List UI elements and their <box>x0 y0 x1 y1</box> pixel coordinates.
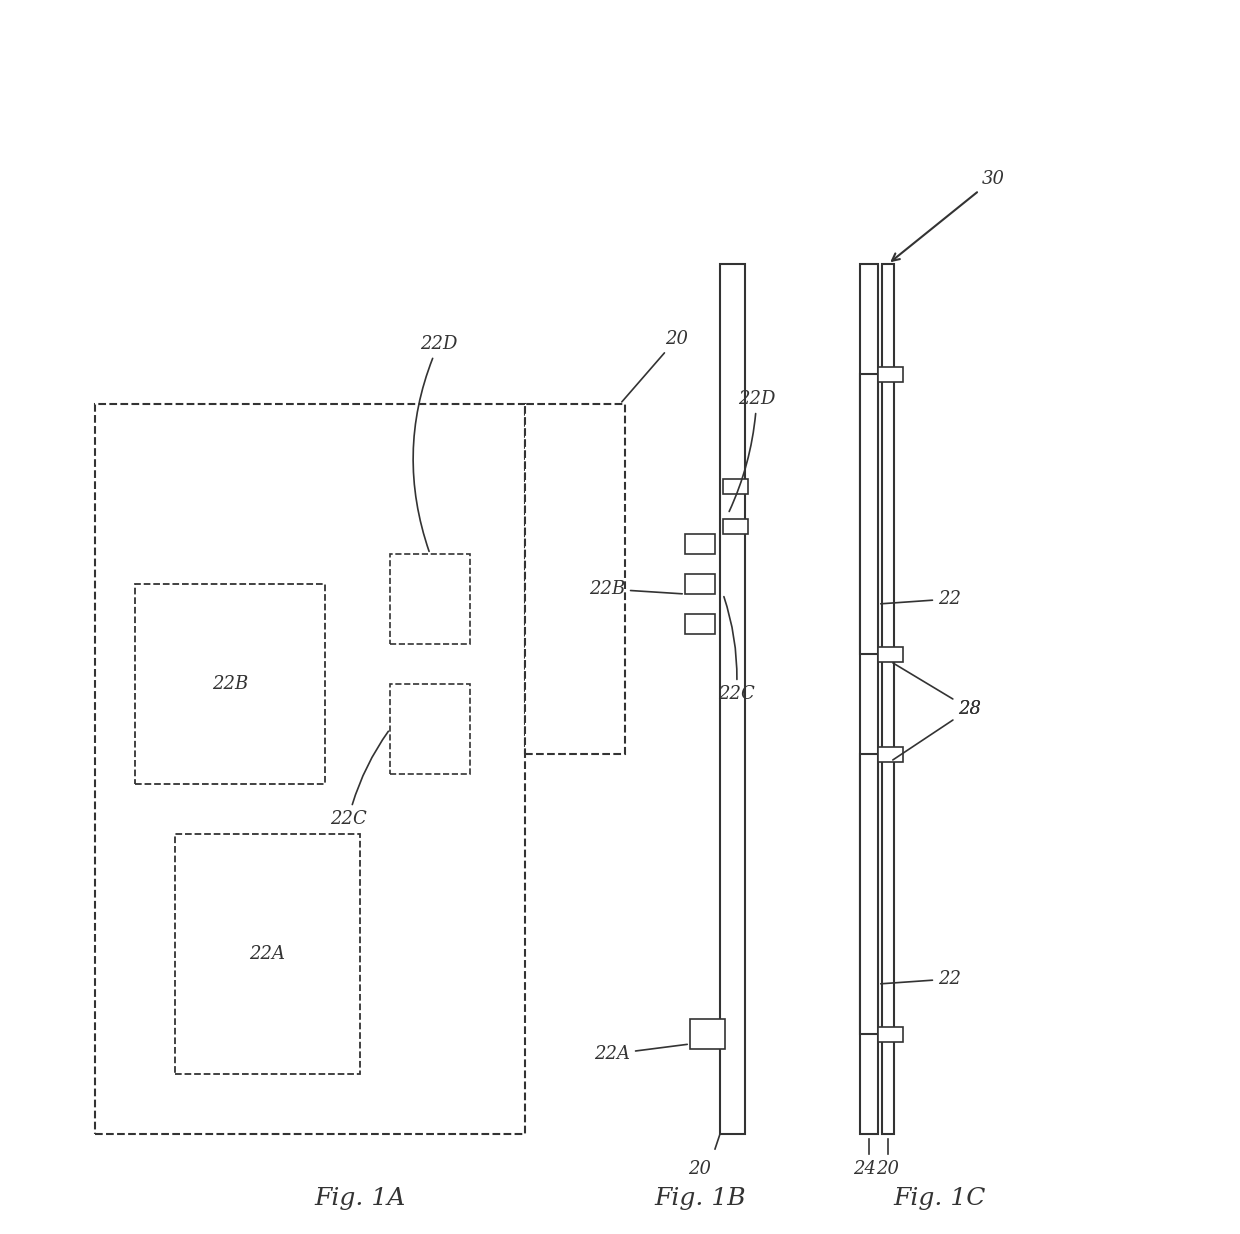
Bar <box>684 574 715 594</box>
Bar <box>882 264 894 1134</box>
Text: 22: 22 <box>880 590 961 608</box>
Bar <box>720 264 745 1134</box>
Text: 22C: 22C <box>330 732 388 828</box>
Text: 28: 28 <box>893 663 981 718</box>
Text: 22A: 22A <box>249 945 285 963</box>
FancyBboxPatch shape <box>135 584 325 784</box>
Bar <box>878 647 903 661</box>
Text: 22B: 22B <box>212 675 248 694</box>
Text: 22: 22 <box>880 970 961 988</box>
Text: 22D: 22D <box>413 334 458 552</box>
FancyBboxPatch shape <box>391 684 470 774</box>
Text: 22B: 22B <box>589 580 682 598</box>
FancyBboxPatch shape <box>175 834 360 1074</box>
FancyBboxPatch shape <box>525 404 625 754</box>
Bar <box>861 374 878 654</box>
Text: 28: 28 <box>893 700 981 760</box>
FancyBboxPatch shape <box>391 554 470 644</box>
Text: Fig. 1B: Fig. 1B <box>655 1187 745 1211</box>
Bar <box>684 615 715 634</box>
Bar <box>861 264 878 1134</box>
Text: 30: 30 <box>892 170 1004 260</box>
Bar <box>723 520 748 534</box>
Text: Fig. 1A: Fig. 1A <box>315 1187 405 1211</box>
Bar <box>723 479 748 494</box>
Bar <box>861 374 878 654</box>
FancyBboxPatch shape <box>95 404 525 1134</box>
Bar <box>684 534 715 554</box>
Bar <box>878 366 903 381</box>
Text: 22D: 22D <box>729 390 775 511</box>
Bar <box>878 1027 903 1041</box>
Text: 20: 20 <box>688 1160 712 1178</box>
Text: 22A: 22A <box>594 1044 687 1062</box>
Bar <box>861 754 878 1034</box>
Text: 22C: 22C <box>718 596 755 703</box>
Text: 24: 24 <box>853 1160 877 1178</box>
Bar <box>861 754 878 1034</box>
Text: 20: 20 <box>621 329 688 402</box>
Text: 20: 20 <box>877 1160 899 1178</box>
Bar <box>689 1019 725 1049</box>
Bar <box>878 747 903 761</box>
Text: Fig. 1C: Fig. 1C <box>894 1187 986 1211</box>
